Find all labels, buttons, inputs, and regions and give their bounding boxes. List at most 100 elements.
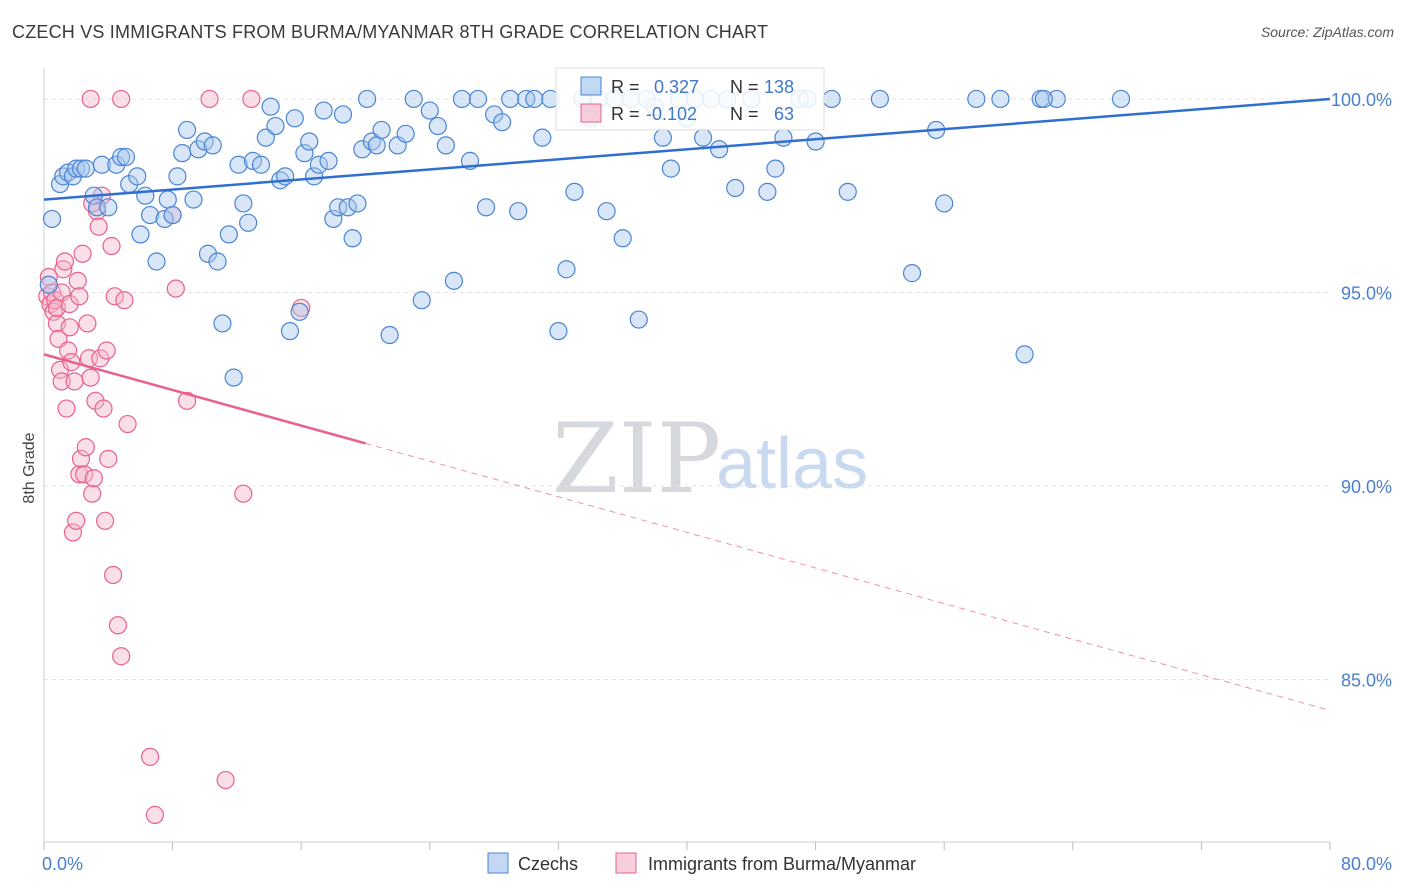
czechs-point bbox=[838, 182, 857, 201]
y-tick-label: 90.0% bbox=[1341, 477, 1392, 497]
legend-swatch-burma bbox=[615, 852, 637, 874]
czechs-point bbox=[774, 128, 793, 147]
czechs-point bbox=[333, 105, 353, 124]
burma-point bbox=[67, 511, 86, 530]
czechs-point bbox=[557, 260, 576, 279]
burma-point bbox=[52, 372, 71, 391]
burma-point bbox=[95, 511, 115, 530]
czechs-point bbox=[184, 190, 203, 209]
czechs-point bbox=[213, 314, 232, 333]
czechs-point bbox=[1034, 89, 1053, 109]
czechs-point bbox=[693, 128, 713, 147]
czechs-point bbox=[314, 101, 333, 120]
y-tick-label: 85.0% bbox=[1341, 670, 1392, 690]
czechs-point bbox=[158, 190, 177, 209]
burma-point bbox=[49, 329, 68, 348]
czechs-point bbox=[147, 252, 166, 271]
czechs-point bbox=[1015, 345, 1034, 364]
burma-point bbox=[63, 523, 83, 542]
czechs-point bbox=[549, 322, 568, 341]
czechs-point bbox=[428, 116, 447, 136]
burma-point bbox=[234, 484, 253, 503]
czechs-point bbox=[367, 136, 386, 155]
czechs-point bbox=[67, 159, 86, 178]
czechs-point bbox=[758, 182, 777, 201]
czechs-point bbox=[92, 155, 111, 174]
czechs-point bbox=[42, 209, 62, 229]
stat-r-czechs: 0.327 bbox=[654, 77, 699, 97]
czechs-point bbox=[766, 159, 785, 178]
czechs-point bbox=[234, 194, 253, 213]
czechs-point bbox=[116, 147, 136, 167]
stat-n-label-czechs: N = bbox=[730, 77, 759, 97]
x-tick-label-max: 80.0% bbox=[1341, 854, 1392, 874]
burma-point bbox=[57, 399, 76, 418]
burma-point bbox=[140, 747, 160, 766]
burma-point bbox=[83, 484, 102, 503]
czechs-point bbox=[1111, 89, 1131, 109]
source-credit: Source: ZipAtlas.com bbox=[1260, 24, 1394, 40]
czechs-point bbox=[436, 136, 455, 155]
legend-label-czechs: Czechs bbox=[518, 854, 578, 874]
czechs-point bbox=[71, 159, 91, 178]
burma-point bbox=[81, 368, 100, 387]
y-tick-label: 100.0% bbox=[1331, 90, 1392, 110]
burma-point bbox=[94, 399, 113, 418]
czechs-point bbox=[806, 132, 825, 151]
czechs-point bbox=[229, 155, 248, 174]
czechs-point bbox=[300, 132, 319, 151]
czechs-point bbox=[173, 144, 192, 163]
czechs-point bbox=[76, 159, 95, 178]
czechs-point bbox=[177, 120, 197, 140]
czechs-point bbox=[726, 178, 745, 198]
burma-point bbox=[76, 438, 95, 457]
czechs-point bbox=[256, 128, 275, 147]
series-burma-points bbox=[38, 89, 311, 825]
czechs-point bbox=[198, 244, 218, 263]
burma-point bbox=[60, 294, 79, 314]
czechs-point bbox=[128, 167, 147, 186]
burma-point bbox=[75, 465, 94, 484]
burma-point bbox=[60, 318, 79, 337]
czechs-point bbox=[168, 167, 187, 186]
trend-line-burma bbox=[43, 353, 366, 445]
burma-point bbox=[108, 616, 128, 635]
czechs-point bbox=[452, 89, 472, 109]
trend-line-burma-extension bbox=[365, 442, 1331, 711]
burma-point bbox=[78, 314, 97, 333]
burma-point bbox=[70, 287, 89, 306]
burma-point bbox=[71, 449, 91, 468]
czechs-point bbox=[208, 252, 227, 271]
burma-point bbox=[166, 279, 185, 298]
burma-point bbox=[112, 89, 131, 109]
czechs-point bbox=[39, 275, 58, 294]
czechs-point bbox=[380, 325, 399, 345]
burma-point bbox=[216, 770, 235, 790]
czechs-point bbox=[251, 155, 271, 174]
czechs-point bbox=[290, 302, 309, 321]
czechs-point bbox=[348, 194, 367, 213]
czechs-point bbox=[653, 128, 672, 147]
burma-point bbox=[65, 372, 84, 391]
czechs-point bbox=[991, 89, 1010, 109]
watermark-atlas: atlas bbox=[716, 424, 868, 504]
burma-point bbox=[104, 565, 123, 585]
y-axis-label: 8th Grade bbox=[21, 432, 38, 503]
burma-point bbox=[84, 469, 103, 488]
czechs-point bbox=[372, 120, 391, 140]
series-czechs-points bbox=[39, 89, 1131, 387]
czechs-point bbox=[239, 213, 258, 232]
czechs-point bbox=[501, 89, 520, 109]
czechs-point bbox=[902, 264, 922, 283]
burma-point bbox=[177, 391, 197, 410]
burma-point bbox=[68, 271, 87, 290]
stat-r-label-czechs: R = bbox=[611, 77, 640, 97]
czechs-point bbox=[203, 136, 222, 155]
czechs-point bbox=[1047, 89, 1066, 109]
czechs-point bbox=[509, 202, 528, 221]
czechs-point bbox=[358, 89, 377, 109]
czechs-point bbox=[476, 198, 496, 217]
czechs-point bbox=[140, 205, 160, 225]
x-tick-labels: 0.0% 80.0% bbox=[42, 854, 1392, 874]
